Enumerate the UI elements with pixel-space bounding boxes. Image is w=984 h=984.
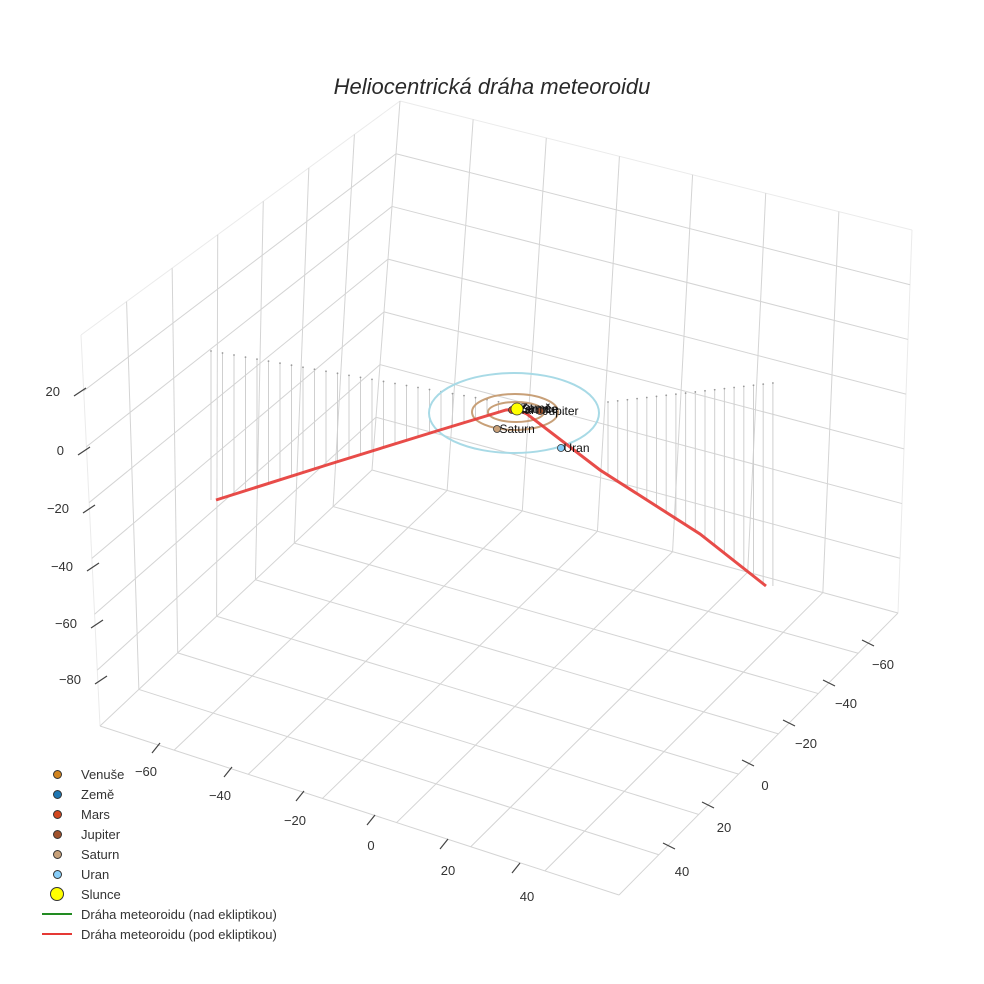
x-tick-label: −40 (209, 788, 231, 803)
z-tick-label: −20 (47, 501, 69, 516)
legend-label: Uran (81, 866, 110, 882)
x-tick-label: 20 (441, 863, 455, 878)
planet-label: Saturn (500, 422, 535, 436)
chart-title: Heliocentrická dráha meteoroidu (333, 74, 651, 99)
legend-item[interactable]: Venuše (40, 764, 277, 784)
planet-marker[interactable] (493, 425, 501, 433)
z-tick-label: −40 (51, 559, 73, 574)
planet-label: Uran (564, 441, 590, 455)
legend-item[interactable]: Jupiter (40, 824, 277, 844)
planet-marker[interactable] (510, 402, 524, 416)
orbit-uran (428, 372, 600, 454)
legend-marker-icon (40, 864, 74, 884)
orbit-saturn (471, 393, 559, 431)
legend-marker-icon (40, 804, 74, 824)
legend-marker-icon (40, 824, 74, 844)
legend-label: Země (81, 786, 115, 802)
legend-line-icon (40, 904, 74, 924)
x-tick-label: −60 (135, 764, 157, 779)
legend-marker-icon (40, 884, 74, 904)
legend-item[interactable]: Země (40, 784, 277, 804)
planet-label: Jupiter (543, 404, 579, 418)
z-tick-label: −80 (59, 672, 81, 687)
legend-label: Venuše (81, 766, 125, 782)
legend-label: Mars (81, 806, 110, 822)
legend-label: Dráha meteoroidu (nad ekliptikou) (81, 906, 277, 922)
legend-label: Jupiter (81, 826, 121, 842)
z-tick-label: 0 (57, 443, 64, 458)
legend-marker-icon (40, 764, 74, 784)
legend-label: Saturn (81, 846, 120, 862)
z-tick-label: 20 (46, 384, 60, 399)
grid-layer (80, 100, 913, 896)
legend-item[interactable]: Slunce (40, 884, 277, 904)
planet-marker[interactable] (536, 407, 544, 415)
x-tick-label: −20 (284, 813, 306, 828)
x-tick-label: 0 (367, 838, 374, 853)
legend-marker-icon (40, 784, 74, 804)
legend: Venuše Země Mars Jupiter Saturn Uran Slunce Drá… (40, 764, 277, 944)
legend-item[interactable]: Uran (40, 864, 277, 884)
y-tick-label: −40 (835, 696, 857, 711)
orbits (428, 372, 600, 454)
z-tick-label: −60 (55, 616, 77, 631)
y-tick-label: −60 (872, 657, 894, 672)
x-tick-label: 40 (520, 889, 534, 904)
drop-lines (210, 350, 774, 586)
legend-label: Dráha meteoroidu (pod ekliptikou) (81, 926, 277, 942)
legend-item[interactable]: Dráha meteoroidu (nad ekliptikou) (40, 904, 277, 924)
legend-item[interactable]: Mars (40, 804, 277, 824)
planet-marker[interactable] (557, 444, 565, 452)
axis-ticks: 20 0 −20 −40 −60 −80 −60 −40 −20 0 20 40 −60 −40 −20 0 2… (46, 384, 895, 904)
legend-label: Slunce (81, 886, 121, 902)
planet-label: Slunce (522, 402, 559, 416)
legend-item[interactable]: Dráha meteoroidu (pod ekliptikou) (40, 924, 277, 944)
y-tick-label: −20 (795, 736, 817, 751)
orbit-jupiter (487, 401, 545, 423)
y-tick-label: 20 (717, 820, 731, 835)
legend-item[interactable]: Saturn (40, 844, 277, 864)
legend-marker-icon (40, 844, 74, 864)
y-tick-label: 40 (675, 864, 689, 879)
y-tick-label: 0 (761, 778, 768, 793)
legend-line-icon (40, 924, 74, 944)
